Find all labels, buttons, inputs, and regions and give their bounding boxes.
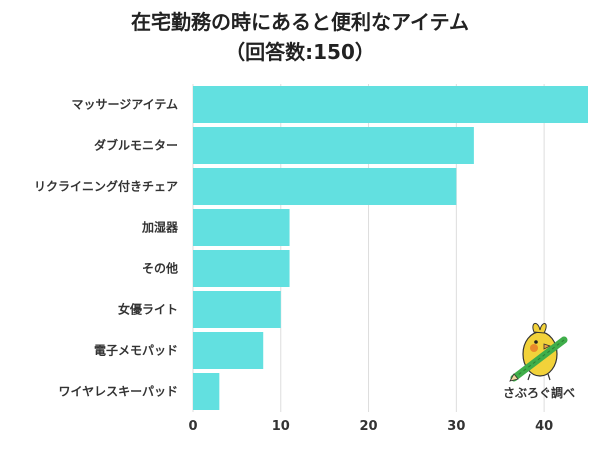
category-label: リクライニング付きチェア (34, 179, 178, 194)
category-label: ダブルモニター (94, 138, 178, 153)
bar (193, 168, 457, 205)
x-tick-label: 20 (360, 419, 378, 434)
category-label: 加湿器 (141, 220, 179, 235)
x-axis-ticks: 0 10 20 30 40 (188, 419, 553, 434)
source-credit: さぶろぐ調べ (502, 386, 575, 400)
x-tick-label: 30 (447, 419, 465, 434)
bar (193, 86, 588, 123)
category-label: 女優ライト (118, 302, 178, 317)
category-label: 電子メモパッド (94, 344, 178, 358)
chart-subtitle: （回答数:150） (225, 40, 375, 64)
bar (193, 250, 290, 287)
bar (193, 291, 281, 328)
bars (193, 86, 588, 410)
bar (193, 209, 290, 246)
chart-title: 在宅勤務の時にあると便利なアイテム (131, 10, 469, 34)
bar (193, 373, 220, 410)
bar (193, 332, 264, 369)
bar (193, 127, 474, 164)
category-label: マッサージアイテム (71, 98, 178, 112)
category-label: その他 (142, 261, 178, 276)
x-tick-label: 10 (272, 419, 290, 434)
category-labels: マッサージアイテムダブルモニターリクライニング付きチェア加湿器その他女優ライト電… (34, 98, 179, 399)
category-label: ワイヤレスキーパッド (58, 385, 178, 399)
cockatiel-mascot-icon (509, 323, 568, 382)
x-tick-label: 0 (188, 419, 197, 434)
x-tick-label: 40 (535, 419, 553, 434)
